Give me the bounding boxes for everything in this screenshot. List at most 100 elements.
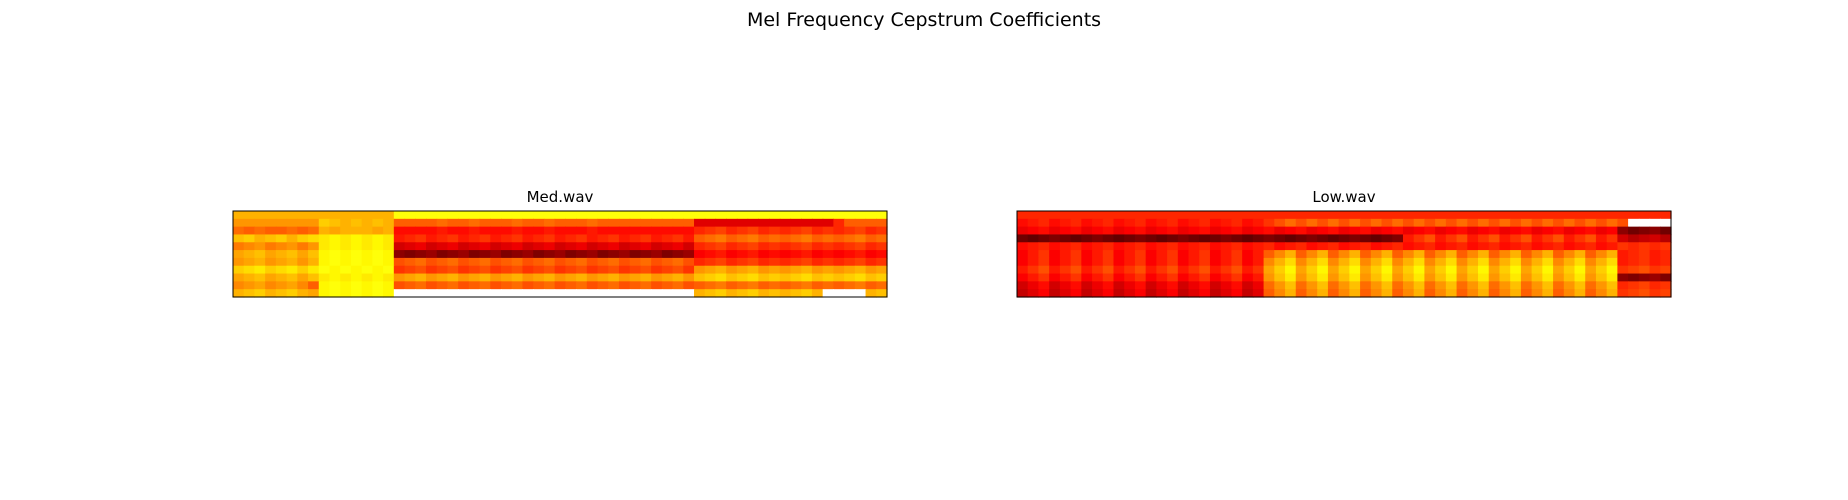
heatmap-cell-low (1628, 242, 1640, 251)
heatmap-cell-low (1199, 257, 1211, 267)
heatmap-cell-med (233, 289, 245, 298)
heatmap-cell-low (1188, 257, 1200, 267)
heatmap-cell-med (844, 234, 856, 243)
heatmap-cell-med (597, 211, 609, 220)
heatmap-cell-med (629, 265, 642, 275)
heatmap-cell-low (1349, 218, 1361, 228)
heatmap-cell-low (1059, 218, 1072, 228)
heatmap-cell-low (1531, 234, 1543, 243)
heatmap-cell-low (1370, 226, 1383, 236)
heatmap-cell-low (1478, 250, 1490, 259)
heatmap-cell-low (1209, 211, 1222, 220)
heatmap-cell-low (1177, 281, 1190, 290)
heatmap-cell-low (1017, 226, 1029, 236)
heatmap-cell-med (576, 226, 588, 236)
heatmap-cell-low (1488, 281, 1501, 290)
heatmap-cell-med (779, 250, 792, 259)
heatmap-cell-med (286, 218, 298, 228)
heatmap-cell-med (790, 250, 802, 259)
heatmap-cell-low (1531, 226, 1543, 236)
heatmap-cell-med (383, 211, 395, 220)
heatmap-cell-low (1488, 273, 1501, 282)
heatmap-cell-med (854, 289, 867, 298)
heatmap-cell-low (1467, 281, 1479, 290)
heatmap-cell-low (1306, 218, 1318, 228)
heatmap-cell-low (1145, 289, 1157, 298)
heatmap-cell-med (758, 211, 770, 220)
heatmap-cell-low (1092, 273, 1104, 282)
heatmap-cell-low (1220, 250, 1233, 259)
heatmap-cell-med (865, 273, 877, 282)
heatmap-cell-low (1242, 265, 1254, 275)
heatmap-cell-med (769, 257, 781, 267)
heatmap-cell-med (747, 265, 759, 275)
heatmap-cell-low (1306, 289, 1318, 298)
heatmap-cell-low (1263, 257, 1275, 267)
heatmap-cell-med (640, 257, 652, 267)
heatmap-cell-low (1381, 242, 1393, 251)
heatmap-cell-low (1499, 281, 1511, 290)
heatmap-cell-med (297, 250, 309, 259)
heatmap-cell-med (811, 289, 824, 298)
heatmap-cell-med (533, 281, 545, 290)
heatmap-cell-low (1392, 257, 1404, 267)
heatmap-cell-low (1510, 289, 1522, 298)
heatmap-cell-low (1585, 242, 1597, 251)
heatmap-cell-med (543, 257, 556, 267)
heatmap-cell-low (1327, 234, 1340, 243)
heatmap-cell-low (1542, 250, 1554, 259)
heatmap-cell-low (1199, 250, 1211, 259)
heatmap-cell-low (1177, 250, 1190, 259)
heatmap-cell-med (447, 289, 459, 298)
heatmap-cell-low (1585, 289, 1597, 298)
heatmap-cell-med (833, 218, 845, 228)
heatmap-cell-low (1424, 281, 1436, 290)
heatmap-cell-med (425, 211, 438, 220)
heatmap-cell-med (318, 218, 331, 228)
heatmap-cell-low (1435, 250, 1447, 259)
heatmap-cell-low (1124, 218, 1136, 228)
heatmap-cell-low (1295, 289, 1308, 298)
heatmap-cell-med (618, 273, 631, 282)
heatmap-cell-med (801, 218, 813, 228)
heatmap-cell-low (1017, 250, 1029, 259)
heatmap-cell-med (704, 281, 717, 290)
heatmap-cell-low (1510, 226, 1522, 236)
heatmap-cell-med (340, 211, 352, 220)
heatmap-cell-low (1220, 242, 1233, 251)
heatmap-cell-med (468, 289, 481, 298)
heatmap-cell-low (1102, 273, 1115, 282)
heatmap-cell-low (1349, 257, 1361, 267)
heatmap-cell-low (1167, 273, 1179, 282)
heatmap-cell-med (254, 289, 266, 298)
heatmap-cell-med (833, 250, 845, 259)
heatmap-cell-low (1317, 242, 1329, 251)
heatmap-cell-low (1081, 250, 1093, 259)
heatmap-cell-med (769, 242, 781, 251)
heatmap-cell-med (640, 242, 652, 251)
heatmap-cell-low (1027, 250, 1040, 259)
heatmap-cell-low (1563, 265, 1576, 275)
heatmap-cell-med (640, 250, 652, 259)
heatmap-cell-low (1317, 218, 1329, 228)
heatmap-cell-low (1638, 242, 1651, 251)
heatmap-cell-med (608, 273, 620, 282)
heatmap-cell-low (1327, 242, 1340, 251)
heatmap-cell-med (704, 218, 717, 228)
heatmap-cell-med (758, 226, 770, 236)
heatmap-cell-med (436, 234, 449, 243)
heatmap-cell-low (1220, 265, 1233, 275)
heatmap-cell-low (1231, 257, 1243, 267)
heatmap-cell-med (811, 218, 824, 228)
heatmap-cell-low (1220, 289, 1233, 298)
heatmap-cell-low (1274, 242, 1286, 251)
heatmap-cell-med (790, 226, 802, 236)
heatmap-cell-med (468, 242, 481, 251)
heatmap-cell-low (1392, 265, 1404, 275)
heatmap-cell-low (1478, 211, 1490, 220)
heatmap-cell-low (1649, 234, 1661, 243)
heatmap-cell-med (769, 281, 781, 290)
heatmap-cell-low (1402, 226, 1415, 236)
heatmap-cell-med (779, 211, 792, 220)
heatmap-cell-med (350, 242, 363, 251)
